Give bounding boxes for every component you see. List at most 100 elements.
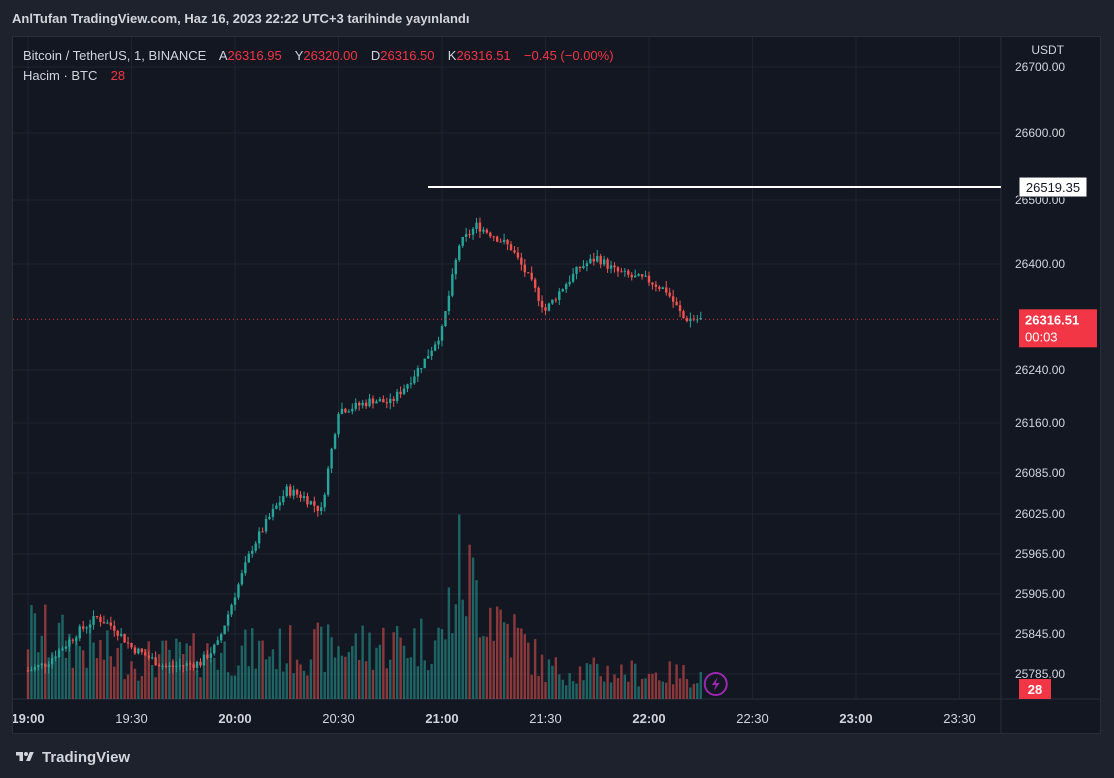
footer: TradingView <box>12 746 130 768</box>
volume-bar <box>182 654 185 699</box>
tradingview-logo-icon[interactable] <box>12 750 38 764</box>
volume-bar <box>616 678 620 699</box>
low-value: 26316.50 <box>380 48 435 63</box>
volume-bar <box>316 622 319 699</box>
volume-bar <box>599 676 602 699</box>
volume-bar <box>513 614 516 699</box>
candle-body <box>213 644 216 654</box>
candle-body <box>440 326 444 341</box>
volume-bar <box>485 636 489 699</box>
volume-bar <box>102 659 106 699</box>
ohlc-legend-row: Bitcoin / TetherUS, 1, BINANCE A26316.95… <box>23 46 614 66</box>
candle-body <box>696 319 699 321</box>
volume-bar <box>340 655 344 699</box>
chart-canvas[interactable]: 26700.0026600.0026500.0026400.0026240.00… <box>13 37 1100 733</box>
volume-bar <box>423 660 426 699</box>
top-bar: AnlTufan TradingView.com, Haz 16, 2023 2… <box>0 0 1114 36</box>
candle-body <box>385 402 388 404</box>
volume-bar <box>502 622 506 699</box>
price-tick-label: 26400.00 <box>1015 257 1065 271</box>
candle-body <box>451 274 454 296</box>
candle-body <box>661 287 664 289</box>
volume-bar <box>202 659 206 699</box>
volume-bar <box>358 659 361 699</box>
volume-bar <box>337 646 340 699</box>
candle-body <box>585 263 589 266</box>
candle-body <box>209 653 213 659</box>
volume-bar <box>606 665 609 699</box>
volume-bar <box>347 651 351 699</box>
time-tick-label: 19:00 <box>13 711 45 726</box>
candle-body <box>502 239 506 242</box>
candle-body <box>527 272 530 274</box>
candle-body <box>240 573 244 585</box>
candle-body <box>278 502 282 506</box>
candle-body <box>420 368 423 370</box>
volume-bar <box>361 625 364 699</box>
candle-body <box>589 258 592 264</box>
volume-bar <box>689 687 692 699</box>
volume-bar <box>402 645 406 699</box>
volume-bar <box>99 639 102 699</box>
volume-bar <box>50 652 54 699</box>
candle-body <box>295 489 299 495</box>
volume-bar <box>506 623 509 699</box>
volume-bar <box>661 681 664 699</box>
candle-body <box>226 614 230 626</box>
symbol-label[interactable]: Bitcoin / TetherUS, 1, BINANCE <box>23 48 207 63</box>
last-price-badge <box>1019 309 1097 348</box>
lightning-icon[interactable] <box>703 672 728 696</box>
volume-bar <box>95 658 99 699</box>
volume-bar <box>320 626 323 699</box>
price-tick-label: 26600.00 <box>1015 126 1065 140</box>
price-tick-label: 25785.00 <box>1015 667 1065 681</box>
candle-body <box>568 281 571 285</box>
volume-bar <box>237 665 240 699</box>
price-tick-label: 26160.00 <box>1015 416 1065 430</box>
volume-bar <box>596 663 599 699</box>
candle-body <box>351 408 354 412</box>
volume-bar <box>665 682 668 699</box>
currency-label[interactable]: USDT <box>1031 43 1064 57</box>
candle-body <box>651 282 654 285</box>
candle-body <box>285 486 288 497</box>
horizontal-line-badge <box>1018 176 1088 198</box>
candle-body <box>347 411 351 413</box>
candle-body <box>306 496 309 505</box>
volume-bar <box>582 680 585 699</box>
candle-body <box>606 259 609 269</box>
candle-body <box>533 279 537 288</box>
candle-body <box>330 448 333 469</box>
candle-body <box>399 391 402 395</box>
candle-body <box>302 496 306 499</box>
volume-bar <box>578 666 582 699</box>
time-tick-label: 20:00 <box>218 711 251 726</box>
candle-body <box>471 228 475 235</box>
candle-body <box>375 401 378 404</box>
volume-bar <box>220 652 223 699</box>
horizontal-line-price: 26519.35 <box>1026 180 1080 195</box>
volume-bar <box>306 675 309 699</box>
volume-label[interactable]: Hacim · BTC <box>23 68 98 83</box>
chart-panel[interactable]: 26700.00 26600.00 26500.00 26400.00 26240.00… <box>12 36 1101 734</box>
volume-bar <box>537 675 540 699</box>
candle-body <box>292 489 295 496</box>
volume-bar <box>323 671 326 699</box>
candle-body <box>592 258 595 262</box>
volume-bar <box>130 661 133 699</box>
volume-bar <box>92 642 95 699</box>
volume-bar <box>123 679 126 699</box>
volume-bar <box>61 614 64 699</box>
open-label: A <box>218 48 228 63</box>
volume-bar <box>161 640 164 699</box>
volume-bar <box>430 664 433 699</box>
candle-body <box>323 494 326 508</box>
volume-bar <box>106 630 109 699</box>
tradingview-brand[interactable]: TradingView <box>42 748 131 766</box>
candle-body <box>623 270 627 272</box>
candle-body <box>257 531 261 544</box>
volume-bar <box>568 673 571 699</box>
volume-bar <box>113 666 116 699</box>
candle-body <box>468 234 471 236</box>
candle-body <box>361 402 364 406</box>
